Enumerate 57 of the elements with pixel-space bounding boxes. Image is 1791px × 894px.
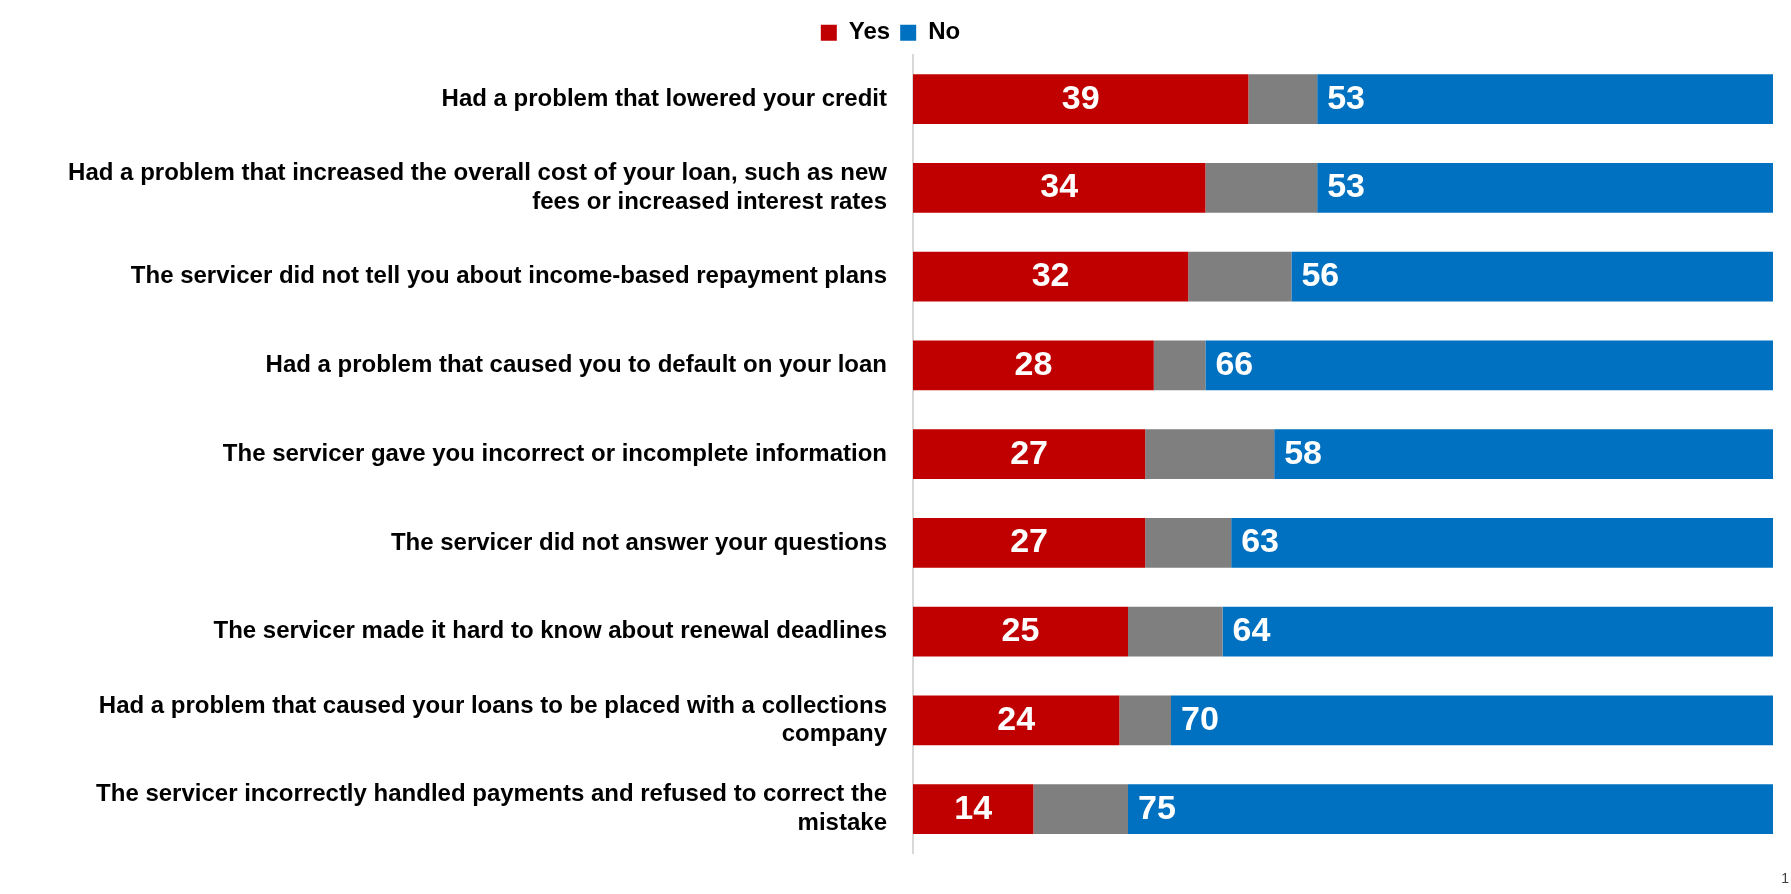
y-tick-label: The servicer did not answer your questions xyxy=(390,527,887,555)
y-tick-label: Had a problem that lowered your credit xyxy=(441,83,887,111)
bar xyxy=(1128,606,1223,657)
bar xyxy=(913,163,1206,213)
data-label: 34 xyxy=(1040,166,1079,205)
bar xyxy=(1145,429,1275,480)
data-label: 70 xyxy=(1181,698,1219,737)
bar xyxy=(1033,784,1128,835)
text: 1 xyxy=(1781,870,1789,886)
y-tick-label: The servicer gave you incorrect or incomplete information xyxy=(222,438,887,466)
bar xyxy=(1145,518,1232,568)
data-label: 75 xyxy=(1138,787,1176,826)
data-label: 56 xyxy=(1301,255,1340,294)
bar xyxy=(1231,518,1773,568)
y-tick-label: Had a problem that increased the overall cost of your loan, such as new fees or increased interest rates xyxy=(68,158,888,214)
bar xyxy=(1317,163,1773,213)
data-label: 53 xyxy=(1327,166,1366,205)
bar xyxy=(1119,695,1171,746)
data-label: 66 xyxy=(1215,343,1254,382)
bar xyxy=(913,340,1154,391)
data-label: 64 xyxy=(1232,610,1271,649)
bar xyxy=(1205,340,1773,391)
data-label: 39 xyxy=(1061,77,1100,116)
y-tick-label: The servicer did not tell you about income-based repayment plans xyxy=(130,261,887,289)
data-label: 63 xyxy=(1241,521,1280,560)
bar xyxy=(1171,695,1773,746)
y-tick-label: The servicer incorrectly handled payments and refused to correct the mistake xyxy=(96,779,887,836)
bar xyxy=(1317,74,1773,125)
bar xyxy=(1274,429,1773,480)
bar xyxy=(1222,606,1773,657)
data-label: 27 xyxy=(1010,432,1049,471)
data-label: 58 xyxy=(1284,432,1323,471)
data-label: 53 xyxy=(1327,77,1366,116)
legend-label: No xyxy=(928,17,961,45)
bar xyxy=(1153,340,1206,391)
bar xyxy=(1248,74,1318,125)
legend-label: Yes xyxy=(848,17,891,45)
bar xyxy=(1291,251,1773,302)
bar xyxy=(1205,163,1318,213)
bar xyxy=(1128,784,1773,835)
bar xyxy=(913,784,1034,835)
data-label: 32 xyxy=(1031,255,1070,294)
bar xyxy=(913,74,1249,125)
y-tick-label: Had a problem that caused you to default on your loan xyxy=(265,350,887,378)
bar xyxy=(913,518,1146,568)
y-tick-label: The servicer made it hard to know about renewal deadlines xyxy=(213,616,887,644)
y-tick-label: Had a problem that caused your loans to be placed with a collections company xyxy=(98,690,888,747)
bar xyxy=(913,429,1146,480)
data-label: 27 xyxy=(1010,521,1049,560)
data-label: 14 xyxy=(954,787,993,826)
bar xyxy=(913,695,1120,746)
bar xyxy=(913,606,1128,657)
data-label: 28 xyxy=(1014,343,1053,382)
bar xyxy=(1188,251,1292,302)
bar xyxy=(913,251,1189,302)
data-label: 24 xyxy=(997,698,1036,737)
data-label: 25 xyxy=(1001,610,1040,649)
